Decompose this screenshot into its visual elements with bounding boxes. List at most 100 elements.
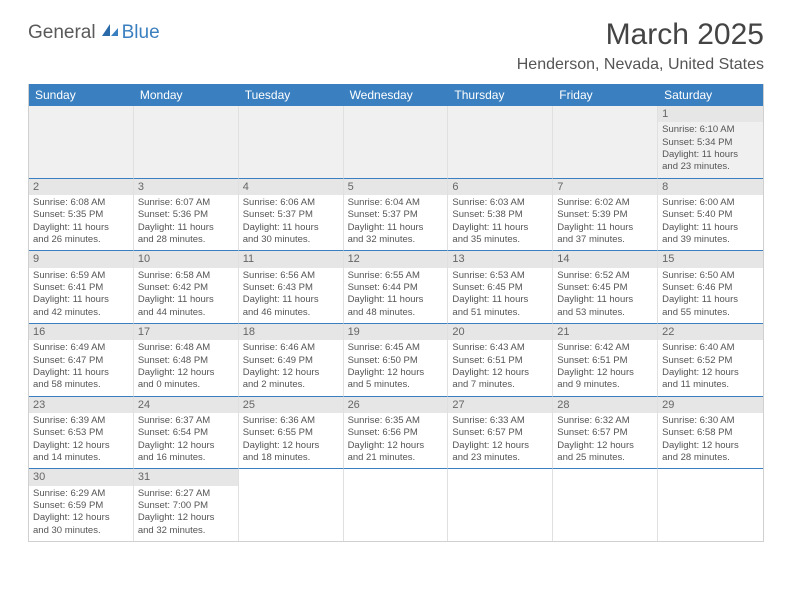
daylight2-text: and 23 minutes. bbox=[452, 452, 548, 464]
sunset-text: Sunset: 6:57 PM bbox=[452, 427, 548, 439]
sunrise-text: Sunrise: 6:30 AM bbox=[662, 415, 759, 427]
sunrise-text: Sunrise: 6:27 AM bbox=[138, 488, 234, 500]
day-number: 22 bbox=[658, 324, 763, 340]
daylight1-text: Daylight: 12 hours bbox=[243, 440, 339, 452]
sunset-text: Sunset: 6:42 PM bbox=[138, 282, 234, 294]
daylight2-text: and 26 minutes. bbox=[33, 234, 129, 246]
sunset-text: Sunset: 5:37 PM bbox=[348, 209, 444, 221]
daylight2-text: and 51 minutes. bbox=[452, 307, 548, 319]
sunset-text: Sunset: 6:49 PM bbox=[243, 355, 339, 367]
daylight1-text: Daylight: 12 hours bbox=[452, 440, 548, 452]
sunrise-text: Sunrise: 6:35 AM bbox=[348, 415, 444, 427]
sunset-text: Sunset: 6:45 PM bbox=[557, 282, 653, 294]
day-header: Saturday bbox=[658, 84, 763, 106]
daylight1-text: Daylight: 12 hours bbox=[557, 367, 653, 379]
day-cell: 20Sunrise: 6:43 AMSunset: 6:51 PMDayligh… bbox=[448, 323, 553, 396]
daylight2-text: and 5 minutes. bbox=[348, 379, 444, 391]
daylight2-text: and 55 minutes. bbox=[662, 307, 759, 319]
day-header: Sunday bbox=[29, 84, 134, 106]
day-cell: 17Sunrise: 6:48 AMSunset: 6:48 PMDayligh… bbox=[134, 323, 239, 396]
daylight1-text: Daylight: 11 hours bbox=[662, 149, 759, 161]
daylight2-text: and 39 minutes. bbox=[662, 234, 759, 246]
daylight1-text: Daylight: 11 hours bbox=[662, 222, 759, 234]
day-number: 2 bbox=[29, 179, 133, 195]
sunrise-text: Sunrise: 6:29 AM bbox=[33, 488, 129, 500]
daylight2-text: and 23 minutes. bbox=[662, 161, 759, 173]
sunrise-text: Sunrise: 6:36 AM bbox=[243, 415, 339, 427]
day-cell: 12Sunrise: 6:55 AMSunset: 6:44 PMDayligh… bbox=[344, 250, 449, 323]
sunset-text: Sunset: 6:48 PM bbox=[138, 355, 234, 367]
daylight2-text: and 14 minutes. bbox=[33, 452, 129, 464]
day-number: 24 bbox=[134, 397, 238, 413]
daylight1-text: Daylight: 12 hours bbox=[557, 440, 653, 452]
daylight2-text: and 21 minutes. bbox=[348, 452, 444, 464]
daylight1-text: Daylight: 11 hours bbox=[33, 294, 129, 306]
sunrise-text: Sunrise: 6:33 AM bbox=[452, 415, 548, 427]
daylight1-text: Daylight: 12 hours bbox=[243, 367, 339, 379]
day-number: 16 bbox=[29, 324, 133, 340]
day-number: 31 bbox=[134, 469, 238, 485]
daylight1-text: Daylight: 11 hours bbox=[33, 367, 129, 379]
sunset-text: Sunset: 5:40 PM bbox=[662, 209, 759, 221]
day-header: Monday bbox=[134, 84, 239, 106]
sunrise-text: Sunrise: 6:04 AM bbox=[348, 197, 444, 209]
daylight2-text: and 28 minutes. bbox=[662, 452, 759, 464]
day-cell: 5Sunrise: 6:04 AMSunset: 5:37 PMDaylight… bbox=[344, 178, 449, 251]
day-cell: 6Sunrise: 6:03 AMSunset: 5:38 PMDaylight… bbox=[448, 178, 553, 251]
daylight1-text: Daylight: 11 hours bbox=[33, 222, 129, 234]
empty-cell bbox=[553, 106, 658, 178]
sunset-text: Sunset: 6:41 PM bbox=[33, 282, 129, 294]
day-cell: 2Sunrise: 6:08 AMSunset: 5:35 PMDaylight… bbox=[29, 178, 134, 251]
day-cell: 3Sunrise: 6:07 AMSunset: 5:36 PMDaylight… bbox=[134, 178, 239, 251]
daylight1-text: Daylight: 11 hours bbox=[452, 294, 548, 306]
day-cell: 9Sunrise: 6:59 AMSunset: 6:41 PMDaylight… bbox=[29, 250, 134, 323]
daylight1-text: Daylight: 12 hours bbox=[138, 367, 234, 379]
daylight1-text: Daylight: 11 hours bbox=[138, 222, 234, 234]
day-cell: 16Sunrise: 6:49 AMSunset: 6:47 PMDayligh… bbox=[29, 323, 134, 396]
sunrise-text: Sunrise: 6:43 AM bbox=[452, 342, 548, 354]
day-number: 27 bbox=[448, 397, 552, 413]
daylight2-text: and 28 minutes. bbox=[138, 234, 234, 246]
daylight2-text: and 37 minutes. bbox=[557, 234, 653, 246]
day-number: 6 bbox=[448, 179, 552, 195]
sunset-text: Sunset: 6:55 PM bbox=[243, 427, 339, 439]
daylight1-text: Daylight: 11 hours bbox=[348, 294, 444, 306]
sunrise-text: Sunrise: 6:02 AM bbox=[557, 197, 653, 209]
day-number: 5 bbox=[344, 179, 448, 195]
sunrise-text: Sunrise: 6:39 AM bbox=[33, 415, 129, 427]
sunset-text: Sunset: 7:00 PM bbox=[138, 500, 234, 512]
sunrise-text: Sunrise: 6:42 AM bbox=[557, 342, 653, 354]
day-cell: 27 Sunrise: 6:33 AMSunset: 6:57 PMDayligh… bbox=[448, 396, 553, 469]
sunset-text: Sunset: 6:54 PM bbox=[138, 427, 234, 439]
day-cell: 21Sunrise: 6:42 AMSunset: 6:51 PMDayligh… bbox=[553, 323, 658, 396]
day-number: 9 bbox=[29, 251, 133, 267]
sunset-text: Sunset: 6:51 PM bbox=[557, 355, 653, 367]
sunset-text: Sunset: 6:51 PM bbox=[452, 355, 548, 367]
empty-cell bbox=[344, 106, 449, 178]
empty-cell bbox=[448, 468, 553, 541]
day-cell: 4Sunrise: 6:06 AMSunset: 5:37 PMDaylight… bbox=[239, 178, 344, 251]
sunset-text: Sunset: 6:56 PM bbox=[348, 427, 444, 439]
day-number: 12 bbox=[344, 251, 448, 267]
day-cell: 18Sunrise: 6:46 AMSunset: 6:49 PMDayligh… bbox=[239, 323, 344, 396]
day-number: 13 bbox=[448, 251, 552, 267]
day-header: Wednesday bbox=[344, 84, 449, 106]
logo-text-general: General bbox=[28, 22, 96, 44]
day-number: 1 bbox=[658, 106, 763, 122]
daylight2-text: and 30 minutes. bbox=[33, 525, 129, 537]
day-cell: 8Sunrise: 6:00 AMSunset: 5:40 PMDaylight… bbox=[658, 178, 763, 251]
daylight1-text: Daylight: 12 hours bbox=[33, 512, 129, 524]
sunrise-text: Sunrise: 6:56 AM bbox=[243, 270, 339, 282]
logo: General Blue bbox=[28, 22, 160, 44]
empty-cell bbox=[553, 468, 658, 541]
sunrise-text: Sunrise: 6:58 AM bbox=[138, 270, 234, 282]
page-title: March 2025 bbox=[517, 18, 764, 52]
daylight1-text: Daylight: 12 hours bbox=[33, 440, 129, 452]
daylight2-text: and 18 minutes. bbox=[243, 452, 339, 464]
sunrise-text: Sunrise: 6:07 AM bbox=[138, 197, 234, 209]
sunset-text: Sunset: 6:52 PM bbox=[662, 355, 759, 367]
day-number: 7 bbox=[553, 179, 657, 195]
day-cell: 11Sunrise: 6:56 AMSunset: 6:43 PMDayligh… bbox=[239, 250, 344, 323]
sunrise-text: Sunrise: 6:55 AM bbox=[348, 270, 444, 282]
day-cell: 24Sunrise: 6:37 AMSunset: 6:54 PMDayligh… bbox=[134, 396, 239, 469]
